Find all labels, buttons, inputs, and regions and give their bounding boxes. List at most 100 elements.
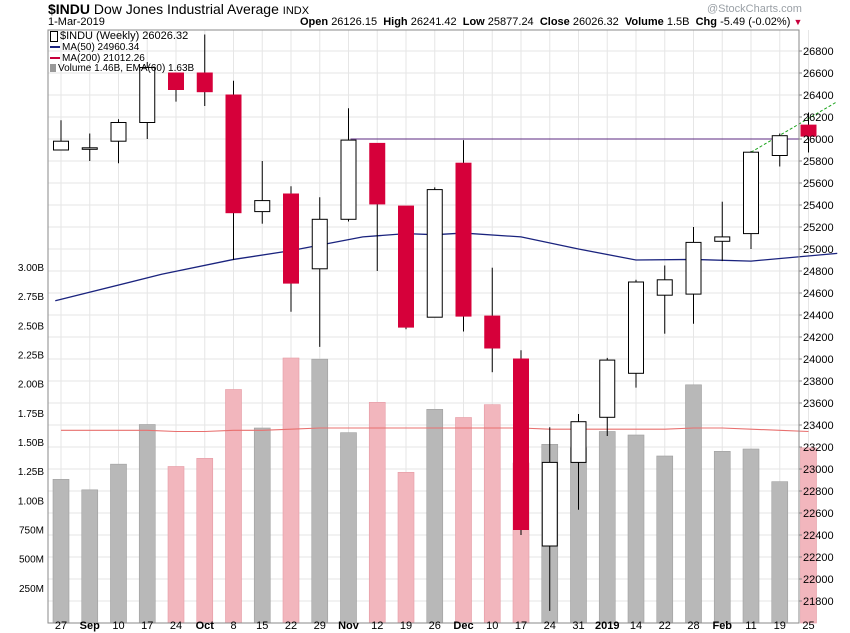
price-tick-label: 24600 (803, 288, 834, 300)
price-tick-label: 26000 (803, 134, 834, 146)
volume-value: 1.5B (666, 16, 690, 28)
date-tick-label: 31 (572, 620, 584, 632)
volume-bar (81, 489, 99, 624)
date-tick-label: 15 (256, 620, 268, 632)
open-label: Open (300, 16, 329, 28)
date-tick-label: 27 (55, 620, 67, 632)
candle (656, 265, 673, 334)
price-tick-label: 26800 (803, 46, 834, 58)
date-tick-label: 25 (802, 620, 814, 632)
date-tick-label: Sep (80, 620, 100, 632)
candle-body (599, 359, 616, 418)
volume-tick-label: 2.50B (18, 321, 44, 332)
candle (139, 62, 156, 139)
candle-body (110, 122, 127, 142)
candle-body (426, 189, 443, 318)
legend-ma50-label: MA(50) 24960.34 (62, 42, 140, 53)
candle-body (311, 218, 328, 270)
date-tick-label: 19 (400, 620, 412, 632)
volume-tick-label: 2.75B (18, 292, 44, 303)
volume-bar (253, 427, 271, 624)
candle (254, 161, 271, 224)
price-tick-label: 24800 (803, 266, 834, 278)
price-tick-label: 26200 (803, 112, 834, 124)
date-tick-label: 22 (659, 620, 671, 632)
volume-bar (685, 384, 702, 624)
volume-bars (52, 357, 817, 624)
watermark: @StockCharts.com (707, 3, 802, 15)
low-label: Low (462, 16, 485, 28)
volume-bar (340, 432, 357, 624)
volume-tick-label: 2.25B (18, 350, 44, 361)
candle-body (513, 358, 529, 530)
date-tick-label: Dec (453, 620, 473, 632)
date-tick-label: 14 (630, 620, 642, 632)
volume-tick-label: 750M (19, 525, 44, 536)
chg-down-icon: ▼ (793, 17, 803, 27)
legend-main-label: $INDU (Weekly) 26026.32 (60, 30, 189, 42)
chg-value: -5.49 (-0.02%) (720, 16, 791, 28)
candle-body (771, 135, 788, 156)
candle (714, 201, 731, 262)
candle-body (225, 94, 242, 214)
date-tick-label: 29 (314, 620, 326, 632)
candle-body (541, 461, 558, 547)
candle-body (656, 279, 673, 296)
volume-bar (483, 404, 501, 624)
volume-tick-label: 1.00B (18, 496, 44, 507)
volume-bar (225, 389, 242, 624)
date-tick-label: 11 (745, 620, 756, 632)
candle (771, 133, 788, 167)
candle (283, 186, 299, 312)
chg-label: Chg (695, 16, 717, 28)
price-tick-label: 25800 (803, 156, 834, 168)
candle (800, 112, 817, 153)
ma50-swatch-icon (50, 46, 60, 49)
volume-tick-label: 250M (19, 584, 44, 595)
candle-body (283, 193, 299, 284)
open-value: 26126.15 (331, 16, 378, 28)
candle (225, 80, 242, 260)
candle (685, 227, 702, 324)
date-tick-label: 2019 (595, 620, 619, 632)
volume-tick-label: 3.00B (18, 263, 44, 274)
price-tick-label: 24400 (803, 310, 834, 322)
volume-tick-label: 1.50B (18, 438, 44, 449)
candle-body (369, 142, 386, 205)
date-tick-label: 10 (486, 620, 498, 632)
index-name: Dow Jones Industrial Average (93, 1, 279, 17)
ma50-line (55, 232, 838, 302)
legend-volume-label: Volume 1.46B, EMA(60) 1.63B (58, 63, 195, 74)
candle-body (628, 281, 644, 374)
candle (541, 427, 558, 611)
candle-body (254, 200, 271, 213)
price-tick-label: 21800 (803, 596, 834, 608)
candle-body (196, 72, 213, 93)
high-value: 26241.42 (410, 16, 457, 28)
volume-bar (138, 424, 156, 624)
date-tick-label: 8 (230, 620, 236, 632)
volume-bar (397, 472, 415, 624)
candle (53, 120, 69, 151)
candle-swatch-icon (50, 30, 58, 42)
date-tick-label: Feb (712, 620, 732, 632)
volume-bar (282, 357, 300, 624)
volume-bar (110, 463, 127, 624)
trendline (750, 101, 838, 153)
price-tick-label: 23800 (803, 376, 834, 388)
candle-body (340, 139, 357, 220)
price-tick-label: 23600 (803, 398, 834, 410)
price-tick-label: 22400 (803, 530, 834, 542)
price-tick-label: 26400 (803, 90, 834, 102)
candle-body (139, 67, 156, 123)
date-tick-label: Oct (196, 620, 215, 632)
date-tick-label: 24 (170, 620, 182, 632)
candle-body (455, 162, 472, 317)
candle-body (168, 72, 184, 90)
price-tick-label: 25200 (803, 222, 834, 234)
volume-label: Volume (624, 16, 664, 28)
candle (570, 414, 587, 510)
price-tick-label: 23400 (803, 420, 834, 432)
volume-bar (196, 458, 214, 624)
